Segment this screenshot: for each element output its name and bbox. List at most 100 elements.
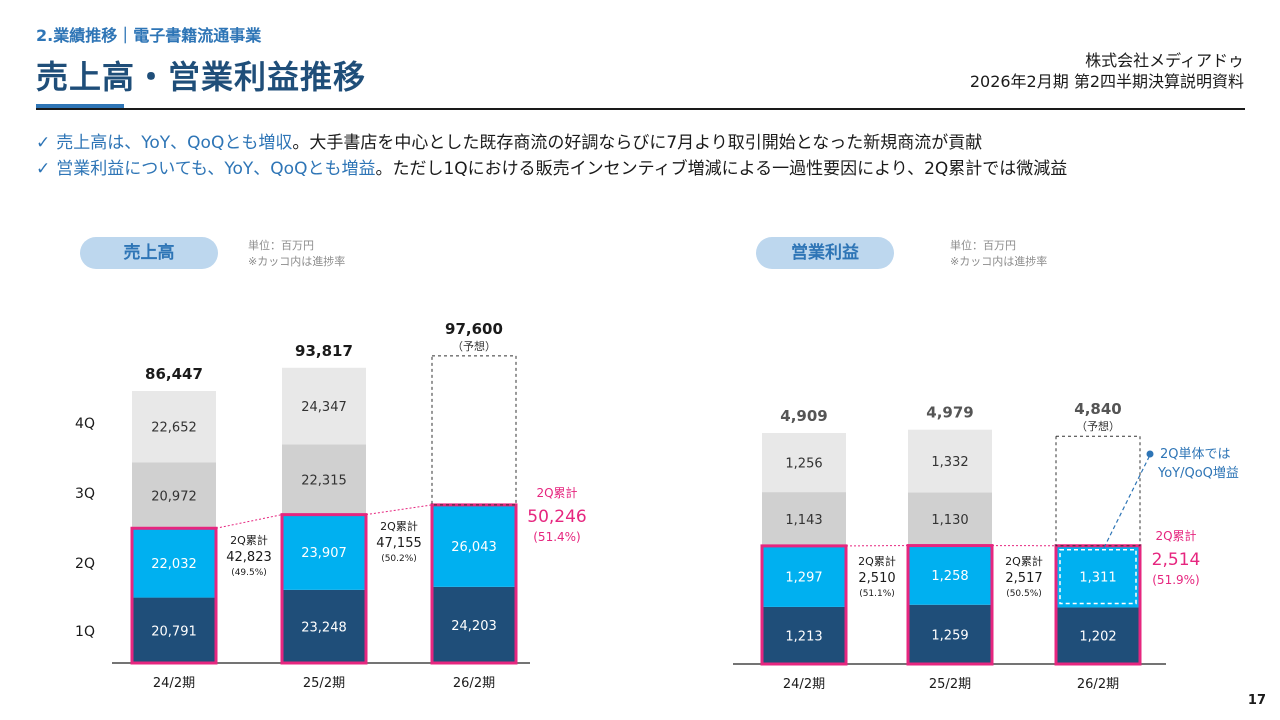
data-label-3q: 22,315 — [301, 474, 347, 489]
h1-highlight-box — [906, 544, 994, 666]
company-name: 株式会社メディアドゥ — [1085, 51, 1244, 70]
sales-unit-note: 単位：百万円 ※カッコ内は進捗率 — [248, 238, 345, 270]
profit-progress-note: ※カッコ内は進捗率 — [950, 255, 1048, 268]
total-label: 4,840 — [1074, 400, 1121, 418]
h1-cumulative-progress: (50.5%) — [1006, 589, 1042, 599]
document-name: 2026年2月期 第2四半期決算説明資料 — [969, 72, 1244, 91]
h1-cumulative-label: 2Q累計 — [230, 533, 268, 547]
data-label-4q: 1,332 — [931, 455, 968, 470]
data-label-2q: 1,297 — [785, 570, 822, 585]
forecast-note: （予想） — [1076, 419, 1120, 433]
forecast-note: （予想） — [452, 339, 496, 353]
summary-bullets: ✓ 売上高は、YoY、QoQとも増収。大手書店を中心とした既存商流の好調ならびに7… — [36, 130, 1067, 182]
bullet-1-text: 。大手書店を中心とした既存商流の好調ならびに7月より取引開始となった新規商流が貢… — [292, 133, 983, 153]
bar-segment-1q — [432, 586, 516, 663]
bar-segment-2q — [432, 504, 516, 587]
bar-segment-2q — [1056, 545, 1140, 608]
data-label-3q: 1,143 — [785, 513, 822, 528]
bar-segment-1q — [282, 589, 366, 663]
profit-unit: 単位：百万円 — [950, 239, 1016, 252]
x-tick-label: 26/2期 — [1077, 677, 1119, 692]
bullet-1: ✓ 売上高は、YoY、QoQとも増収。大手書店を中心とした既存商流の好調ならびに7… — [36, 130, 1067, 156]
bullet-2-highlight: 営業利益についても、YoY、QoQとも増益 — [56, 159, 376, 179]
quarter-axis-label: 2Q — [75, 556, 95, 572]
page-number: 17 — [1247, 693, 1266, 708]
data-label-4q: 24,347 — [301, 400, 347, 415]
h1-cumulative-label: 2Q累計 — [536, 485, 577, 500]
h1-cumulative-label: 2Q累計 — [858, 554, 896, 568]
forecast-dashed-box — [1055, 435, 1141, 547]
sales-pill: 売上高 — [80, 237, 218, 269]
h1-connector-line — [215, 514, 283, 529]
bar-segment-4q — [282, 367, 366, 445]
h1-highlight-box — [430, 503, 518, 665]
callout-text: YoY/QoQ増益 — [1157, 466, 1239, 481]
data-label-4q: 22,652 — [151, 421, 197, 436]
title-accent-bar — [36, 104, 124, 110]
forecast-dashed-box — [431, 355, 517, 506]
company-block: 株式会社メディアドゥ 2026年2月期 第2四半期決算説明資料 — [970, 50, 1244, 92]
data-label-2q: 22,032 — [151, 557, 197, 572]
quarter-axis-label: 1Q — [75, 624, 95, 640]
h1-highlight-box — [280, 513, 368, 665]
sales-progress-note: ※カッコ内は進捗率 — [248, 255, 346, 268]
bar-segment-3q — [282, 444, 366, 515]
q2-standalone-outline — [1059, 548, 1137, 605]
x-tick-label: 25/2期 — [303, 676, 345, 691]
data-label-3q: 20,972 — [151, 489, 197, 504]
data-label-1q: 1,259 — [931, 628, 968, 643]
data-label-4q: 1,256 — [785, 457, 822, 472]
h1-cumulative-progress: (50.2%) — [381, 554, 417, 564]
x-tick-label: 25/2期 — [929, 677, 971, 692]
bar-segment-1q — [762, 606, 846, 664]
bar-segment-1q — [1056, 607, 1140, 664]
data-label-1q: 20,791 — [151, 624, 197, 639]
bar-segment-4q — [908, 429, 992, 493]
bar-segment-2q — [282, 514, 366, 590]
data-label-1q: 1,213 — [785, 629, 822, 644]
h1-connector-line — [365, 504, 433, 516]
check-icon: ✓ — [36, 133, 51, 153]
bullet-1-highlight: 売上高は、YoY、QoQとも増収 — [56, 133, 293, 153]
x-tick-label: 24/2期 — [153, 676, 195, 691]
bullet-2-text: 。ただし1Qにおける販売インセンティブ増減による一過性要因により、2Q累計では微… — [375, 159, 1068, 179]
profit-unit-note: 単位：百万円 ※カッコ内は進捗率 — [950, 238, 1047, 270]
bullet-2: ✓ 営業利益についても、YoY、QoQとも増益。ただし1Qにおける販売インセンティ… — [36, 156, 1067, 182]
callout-text: 2Q単体では — [1160, 446, 1231, 462]
data-label-2q: 1,311 — [1079, 571, 1116, 586]
data-label-1q: 1,202 — [1079, 630, 1116, 645]
bar-segment-4q — [132, 391, 216, 463]
quarter-axis-label: 3Q — [75, 486, 95, 502]
bar-segment-2q — [762, 545, 846, 607]
data-label-1q: 23,248 — [301, 620, 347, 635]
h1-cumulative-label: 2Q累計 — [1005, 554, 1043, 568]
quarter-axis-label: 4Q — [75, 416, 95, 432]
data-label-3q: 1,130 — [931, 513, 968, 528]
sales-unit: 単位：百万円 — [248, 239, 314, 252]
total-label: 4,909 — [780, 407, 827, 425]
page-title: 売上高・営業利益推移 — [36, 58, 367, 96]
h1-cumulative-value: 50,246 — [527, 507, 586, 527]
bar-segment-4q — [762, 433, 846, 493]
bar-segment-2q — [908, 545, 992, 605]
title-divider — [36, 108, 1245, 110]
h1-cumulative-progress: (51.1%) — [859, 589, 895, 599]
h1-cumulative-value: 42,823 — [226, 550, 272, 565]
bar-segment-1q — [908, 604, 992, 664]
check-icon: ✓ — [36, 159, 51, 179]
data-label-2q: 26,043 — [451, 540, 497, 555]
h1-highlight-box — [760, 544, 848, 666]
bar-segment-3q — [908, 492, 992, 546]
h1-cumulative-value: 2,517 — [1005, 571, 1042, 586]
bar-segment-3q — [132, 462, 216, 529]
h1-cumulative-value: 2,514 — [1152, 550, 1201, 570]
h1-cumulative-label: 2Q累計 — [380, 519, 418, 533]
total-label: 4,979 — [926, 404, 973, 422]
h1-cumulative-label: 2Q累計 — [1155, 528, 1196, 543]
data-label-2q: 1,258 — [931, 569, 968, 584]
section-label: 2.業績推移｜電子書籍流通事業 — [36, 26, 262, 45]
bar-segment-2q — [132, 528, 216, 598]
bar-segment-3q — [762, 492, 846, 546]
total-label: 93,817 — [295, 342, 353, 360]
h1-cumulative-value: 2,510 — [858, 571, 895, 586]
